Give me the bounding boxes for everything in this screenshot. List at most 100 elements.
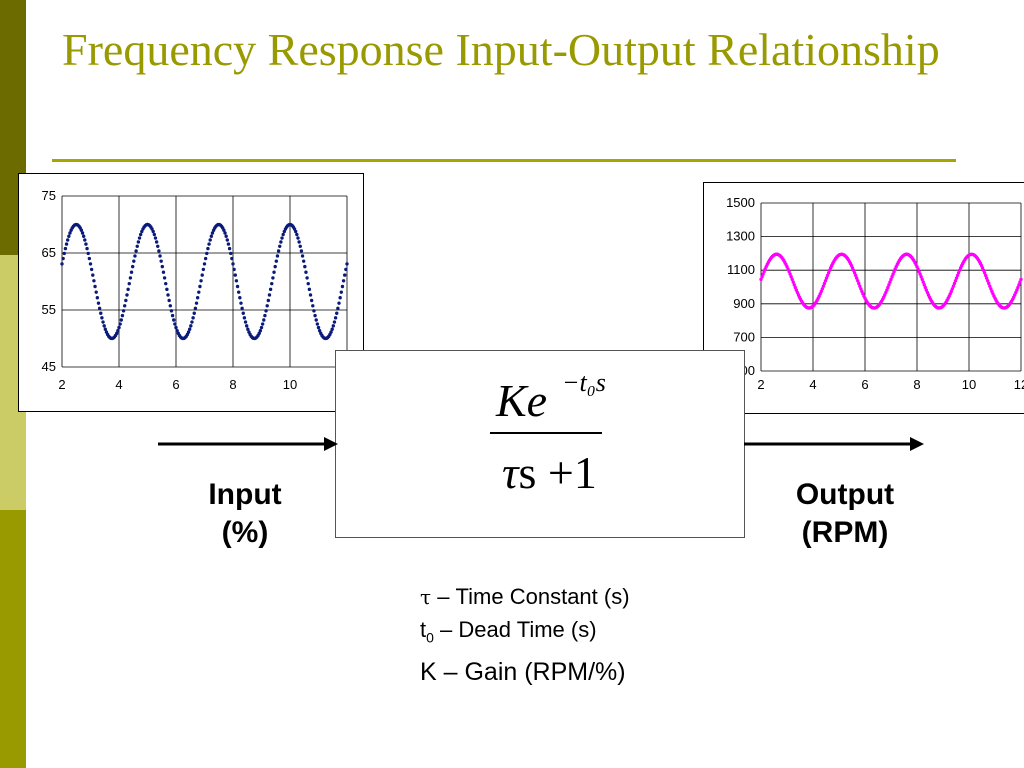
data-point (151, 229, 155, 234)
data-point (237, 290, 241, 294)
definition-gain: K – Gain (RPM/%) (420, 655, 630, 689)
data-point (294, 229, 298, 234)
data-point (206, 246, 210, 251)
data-point (340, 284, 345, 289)
data-point (175, 329, 179, 333)
data-point (338, 296, 342, 300)
input-chart: 2468101245556575 (18, 173, 364, 412)
data-point (822, 281, 827, 286)
data-point (950, 287, 955, 291)
y-tick-label: 1300 (726, 229, 755, 244)
data-point (923, 285, 928, 290)
data-point (857, 281, 861, 286)
data-point (266, 298, 271, 303)
data-point (226, 242, 231, 246)
data-point (189, 324, 193, 328)
tf-denominator-rest: s +1 (518, 447, 597, 498)
data-point (210, 231, 215, 235)
data-point (60, 262, 64, 266)
data-point (341, 279, 346, 283)
data-point (100, 316, 104, 320)
data-point (95, 296, 100, 300)
data-point (983, 273, 988, 278)
data-point (153, 236, 158, 240)
data-point (170, 313, 175, 318)
data-point (101, 320, 105, 324)
series (60, 222, 349, 341)
data-point (1015, 288, 1019, 292)
data-point (238, 296, 242, 300)
data-point (793, 285, 798, 290)
input-arrow (158, 437, 338, 451)
definition-tau: τ – Time Constant (s) (420, 582, 630, 612)
data-point (202, 262, 207, 266)
definitions: τ – Time Constant (s) t0 – Dead Time (s)… (420, 582, 630, 689)
data-point (246, 327, 250, 331)
data-point (241, 311, 245, 315)
data-point (165, 287, 169, 292)
data-point (279, 240, 283, 244)
definition-gain-symbol: K (420, 658, 437, 687)
definition-dead-time-symbol: t (420, 617, 427, 642)
data-point (852, 271, 857, 275)
data-point (260, 322, 265, 326)
data-point (83, 238, 87, 242)
output-label: Output (RPM) (760, 476, 930, 552)
sidebar-segment-mid (0, 510, 26, 768)
data-point (64, 242, 69, 246)
tf-fraction-bar (490, 432, 602, 434)
data-point (921, 280, 925, 284)
data-point (201, 267, 206, 272)
data-point (336, 306, 340, 311)
data-point (314, 318, 318, 322)
data-point (135, 244, 139, 248)
definition-dead-time-subscript: 0 (426, 629, 434, 646)
y-tick-label: 65 (42, 245, 56, 260)
data-point (303, 264, 307, 269)
process-block (335, 350, 745, 538)
data-point (789, 275, 793, 279)
data-point (161, 270, 166, 274)
data-point (761, 272, 765, 276)
data-point (317, 329, 322, 333)
output-arrow (744, 437, 924, 451)
data-point (273, 264, 277, 269)
data-point (127, 281, 131, 286)
data-point (132, 259, 136, 263)
data-point (193, 306, 198, 311)
data-point (889, 277, 893, 282)
data-point (129, 270, 134, 274)
data-point (257, 331, 261, 336)
data-point (126, 287, 130, 292)
data-point (332, 320, 337, 324)
data-point (191, 316, 195, 320)
data-point (157, 249, 161, 253)
data-point (240, 306, 244, 311)
data-point (239, 301, 243, 305)
data-point (187, 327, 192, 331)
data-point (890, 275, 894, 279)
data-point (230, 256, 234, 261)
data-point (264, 309, 268, 313)
data-point (917, 269, 921, 274)
x-tick-label: 4 (809, 377, 816, 392)
data-point (821, 284, 826, 288)
data-point (265, 304, 269, 308)
data-point (987, 281, 991, 286)
data-point (920, 277, 924, 282)
data-point (919, 275, 923, 279)
data-point (87, 256, 92, 261)
data-point (91, 273, 95, 277)
data-point (133, 254, 137, 258)
data-point (66, 238, 70, 242)
data-point (859, 287, 863, 291)
data-point (67, 234, 71, 238)
data-point (167, 298, 171, 303)
data-point (166, 293, 170, 297)
data-point (333, 316, 338, 320)
data-point (164, 281, 168, 286)
data-point (186, 330, 191, 334)
data-point (922, 283, 926, 287)
data-point (313, 313, 317, 318)
data-point (162, 276, 167, 280)
